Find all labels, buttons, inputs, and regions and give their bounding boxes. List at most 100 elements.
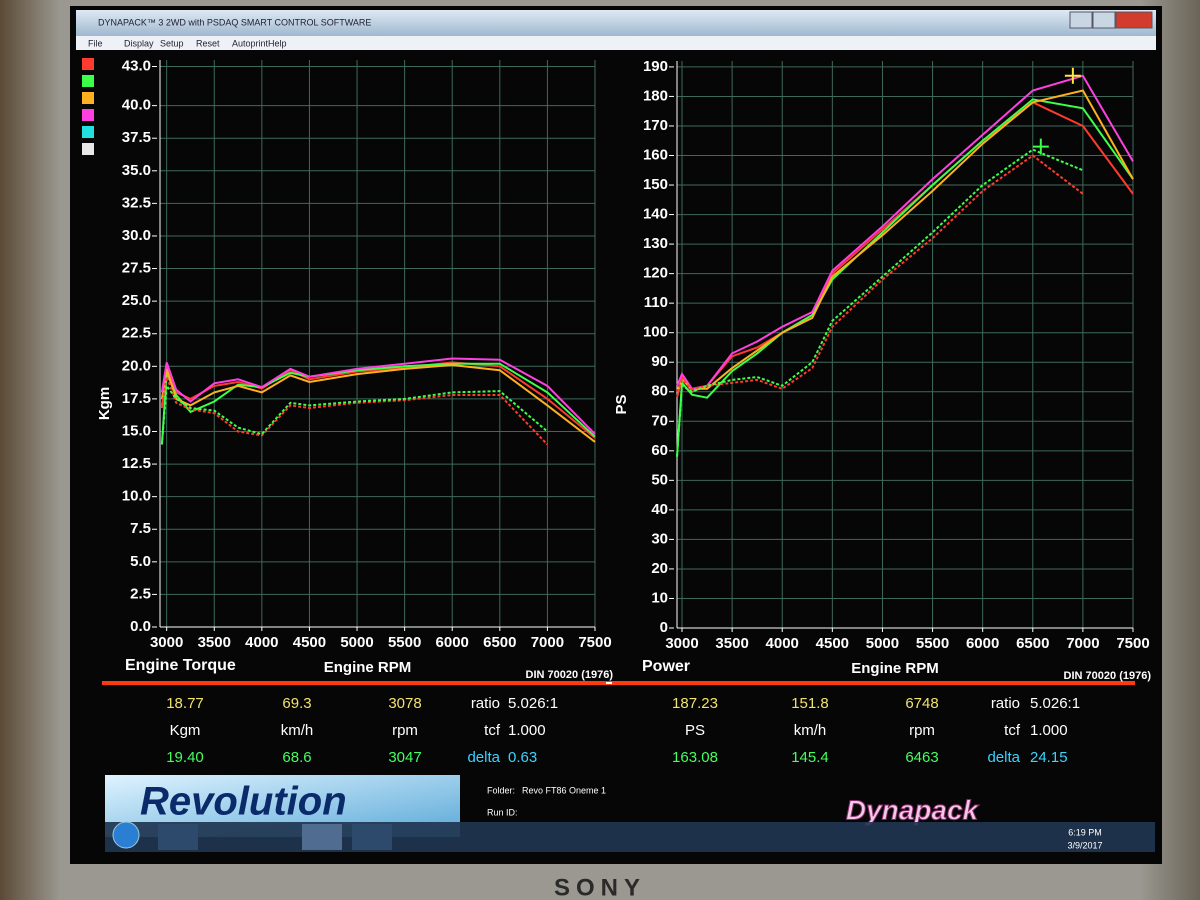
x-axis-label: Engine RPM [324,659,412,676]
y-tick-label: 150 [643,176,668,193]
y-axis-label: PS [613,394,630,414]
logo: Revolution [140,780,347,824]
y-tick-label: 110 [644,294,668,311]
y-tick-label: 90 [651,353,668,370]
chart-title: Engine Torque [125,657,236,674]
standard-note: DIN 70020 (1976) [1064,670,1152,682]
dotted-curve [676,148,1084,457]
x-tick-label: 5500 [916,635,949,652]
menu-item[interactable]: Reset [196,38,220,48]
minimize-button[interactable] [1069,11,1093,29]
curve [160,357,596,435]
clock-time: 6:19 PM [1068,827,1102,837]
taskbar-app[interactable] [352,824,392,850]
menu-item[interactable]: Help [268,38,287,48]
x-tick-label: 4500 [293,634,326,651]
y-tick-label: 70 [651,412,668,429]
y-tick-label: 130 [643,235,668,252]
readout: km/h [281,722,314,739]
x-tick-label: 6500 [1016,635,1049,652]
readout: 69.3 [282,695,311,712]
menu-item[interactable]: Display [124,38,154,48]
x-tick-label: 3500 [715,635,748,652]
readout: 163.08 [672,749,718,766]
menu-item[interactable]: Autoprint [232,38,269,48]
clock-date: 3/9/2017 [1067,840,1102,850]
close-button[interactable] [1115,11,1153,29]
x-tick-label: 6500 [483,634,516,651]
readout: 0.63 [508,749,537,766]
readout: 6748 [905,695,938,712]
y-tick-label: 10.0 [122,488,151,505]
y-tick-label: 30.0 [122,227,151,244]
dotted-curve [160,372,549,446]
readout: 187.23 [672,695,718,712]
window-title: DYNAPACK™ 3 2WD with PSDAQ SMART CONTROL… [98,17,371,27]
curve [676,98,1134,457]
screen [70,6,1162,864]
monitor-brand: SONY [554,874,646,900]
run-label: Run ID: [487,807,518,817]
y-tick-label: 12.5 [122,455,151,472]
x-tick-label: 4000 [766,635,799,652]
readout: rpm [909,722,935,739]
x-tick-label: 3500 [198,634,231,651]
y-tick-label: 50 [651,471,668,488]
readout: tcf [1004,722,1021,739]
x-tick-label: 5000 [866,635,899,652]
x-tick-label: 7500 [578,634,611,651]
y-tick-label: 37.5 [122,129,151,146]
legend-swatch [82,92,94,104]
readout: km/h [794,722,827,739]
chart-title: Power [642,658,690,675]
y-tick-label: 30 [651,530,668,547]
title-bar [76,10,1156,36]
taskbar-dynapack[interactable] [302,824,342,850]
y-tick-label: 140 [643,206,668,223]
maximize-button[interactable] [1092,11,1116,29]
readout: 24.15 [1030,749,1068,766]
y-tick-label: 2.5 [130,585,151,602]
y-tick-label: 32.5 [122,194,151,211]
readout: ratio [471,695,500,712]
x-axis-label: Engine RPM [851,660,939,677]
y-tick-label: 20 [651,560,668,577]
y-tick-label: 43.0 [122,57,151,74]
x-tick-label: 7000 [1066,635,1099,652]
y-tick-label: 80 [651,383,668,400]
menu-item[interactable]: Setup [160,38,184,48]
y-tick-label: 100 [643,324,668,341]
readout: delta [467,749,500,766]
y-tick-label: 10 [651,589,668,606]
readout: 3078 [388,695,421,712]
readout: 5.026:1 [508,695,558,712]
readout: rpm [392,722,418,739]
readout: 151.8 [791,695,829,712]
readout: 18.77 [166,695,204,712]
y-tick-label: 5.0 [130,553,151,570]
menu-item[interactable]: File [88,38,103,48]
dotted-curve [160,383,549,445]
readout: ratio [991,695,1020,712]
y-tick-label: 15.0 [122,422,151,439]
readout: PS [685,722,705,739]
readout: delta [987,749,1020,766]
legend-swatch [82,126,94,138]
start-button[interactable] [112,821,140,849]
readout: 68.6 [282,749,311,766]
y-tick-label: 170 [643,117,668,134]
y-tick-label: 40.0 [122,97,151,114]
folder-name: Revo FT86 Oneme 1 [522,785,606,795]
y-tick-label: 7.5 [130,520,151,537]
y-tick-label: 60 [651,442,668,459]
readout: Kgm [170,722,201,739]
readout: tcf [484,722,501,739]
readout: 3047 [388,749,421,766]
x-tick-label: 6000 [436,634,469,651]
legend-swatch [82,143,94,155]
standard-note: DIN 70020 (1976) [526,669,614,681]
menu-bar [76,36,1156,50]
y-axis-label: Kgm [96,387,113,420]
taskbar-ie[interactable] [158,824,198,850]
